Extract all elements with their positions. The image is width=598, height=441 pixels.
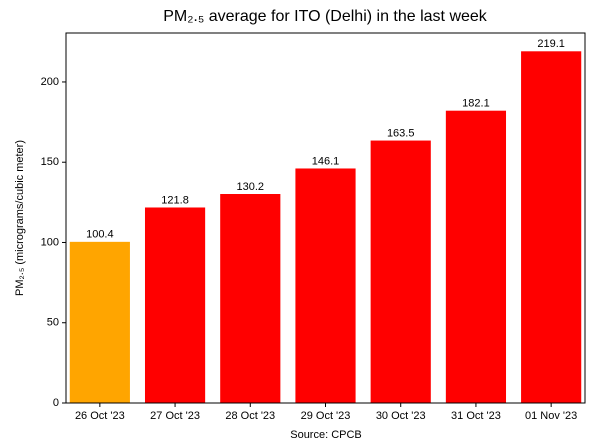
bar (220, 194, 281, 403)
data-label: 121.8 (161, 194, 189, 206)
bar (370, 140, 431, 403)
data-label: 100.4 (86, 229, 114, 241)
y-tick-label: 150 (41, 156, 59, 168)
x-axis-label: Source: CPCB (290, 429, 362, 441)
y-axis-label: PM₂.₅ (micrograms/cubic meter) (14, 140, 26, 296)
x-tick-label: 29 Oct '23 (301, 410, 351, 422)
data-label: 163.5 (387, 127, 415, 139)
data-label: 130.2 (237, 181, 265, 193)
bar (521, 51, 582, 404)
chart-title: PM₂.₅ average for ITO (Delhi) in the las… (163, 8, 488, 25)
data-label: 182.1 (462, 98, 490, 110)
plot-frame (65, 32, 586, 404)
data-label: 146.1 (312, 155, 340, 167)
x-tick-label: 27 Oct '23 (150, 410, 200, 422)
bar (69, 241, 130, 403)
y-tick-label: 0 (53, 397, 59, 409)
x-tick-label: 01 Nov '23 (525, 410, 577, 422)
y-tick-label: 200 (41, 76, 59, 88)
x-tick-label: 28 Oct '23 (225, 410, 275, 422)
y-tick-label: 100 (41, 236, 59, 248)
bar (295, 168, 356, 403)
y-tick-label: 50 (47, 317, 59, 329)
bar (445, 110, 507, 404)
x-tick-label: 26 Oct '23 (75, 410, 125, 422)
x-tick-label: 30 Oct '23 (376, 410, 426, 422)
data-label: 219.1 (537, 38, 565, 50)
bar (144, 207, 206, 403)
x-tick-label: 31 Oct '23 (451, 410, 501, 422)
